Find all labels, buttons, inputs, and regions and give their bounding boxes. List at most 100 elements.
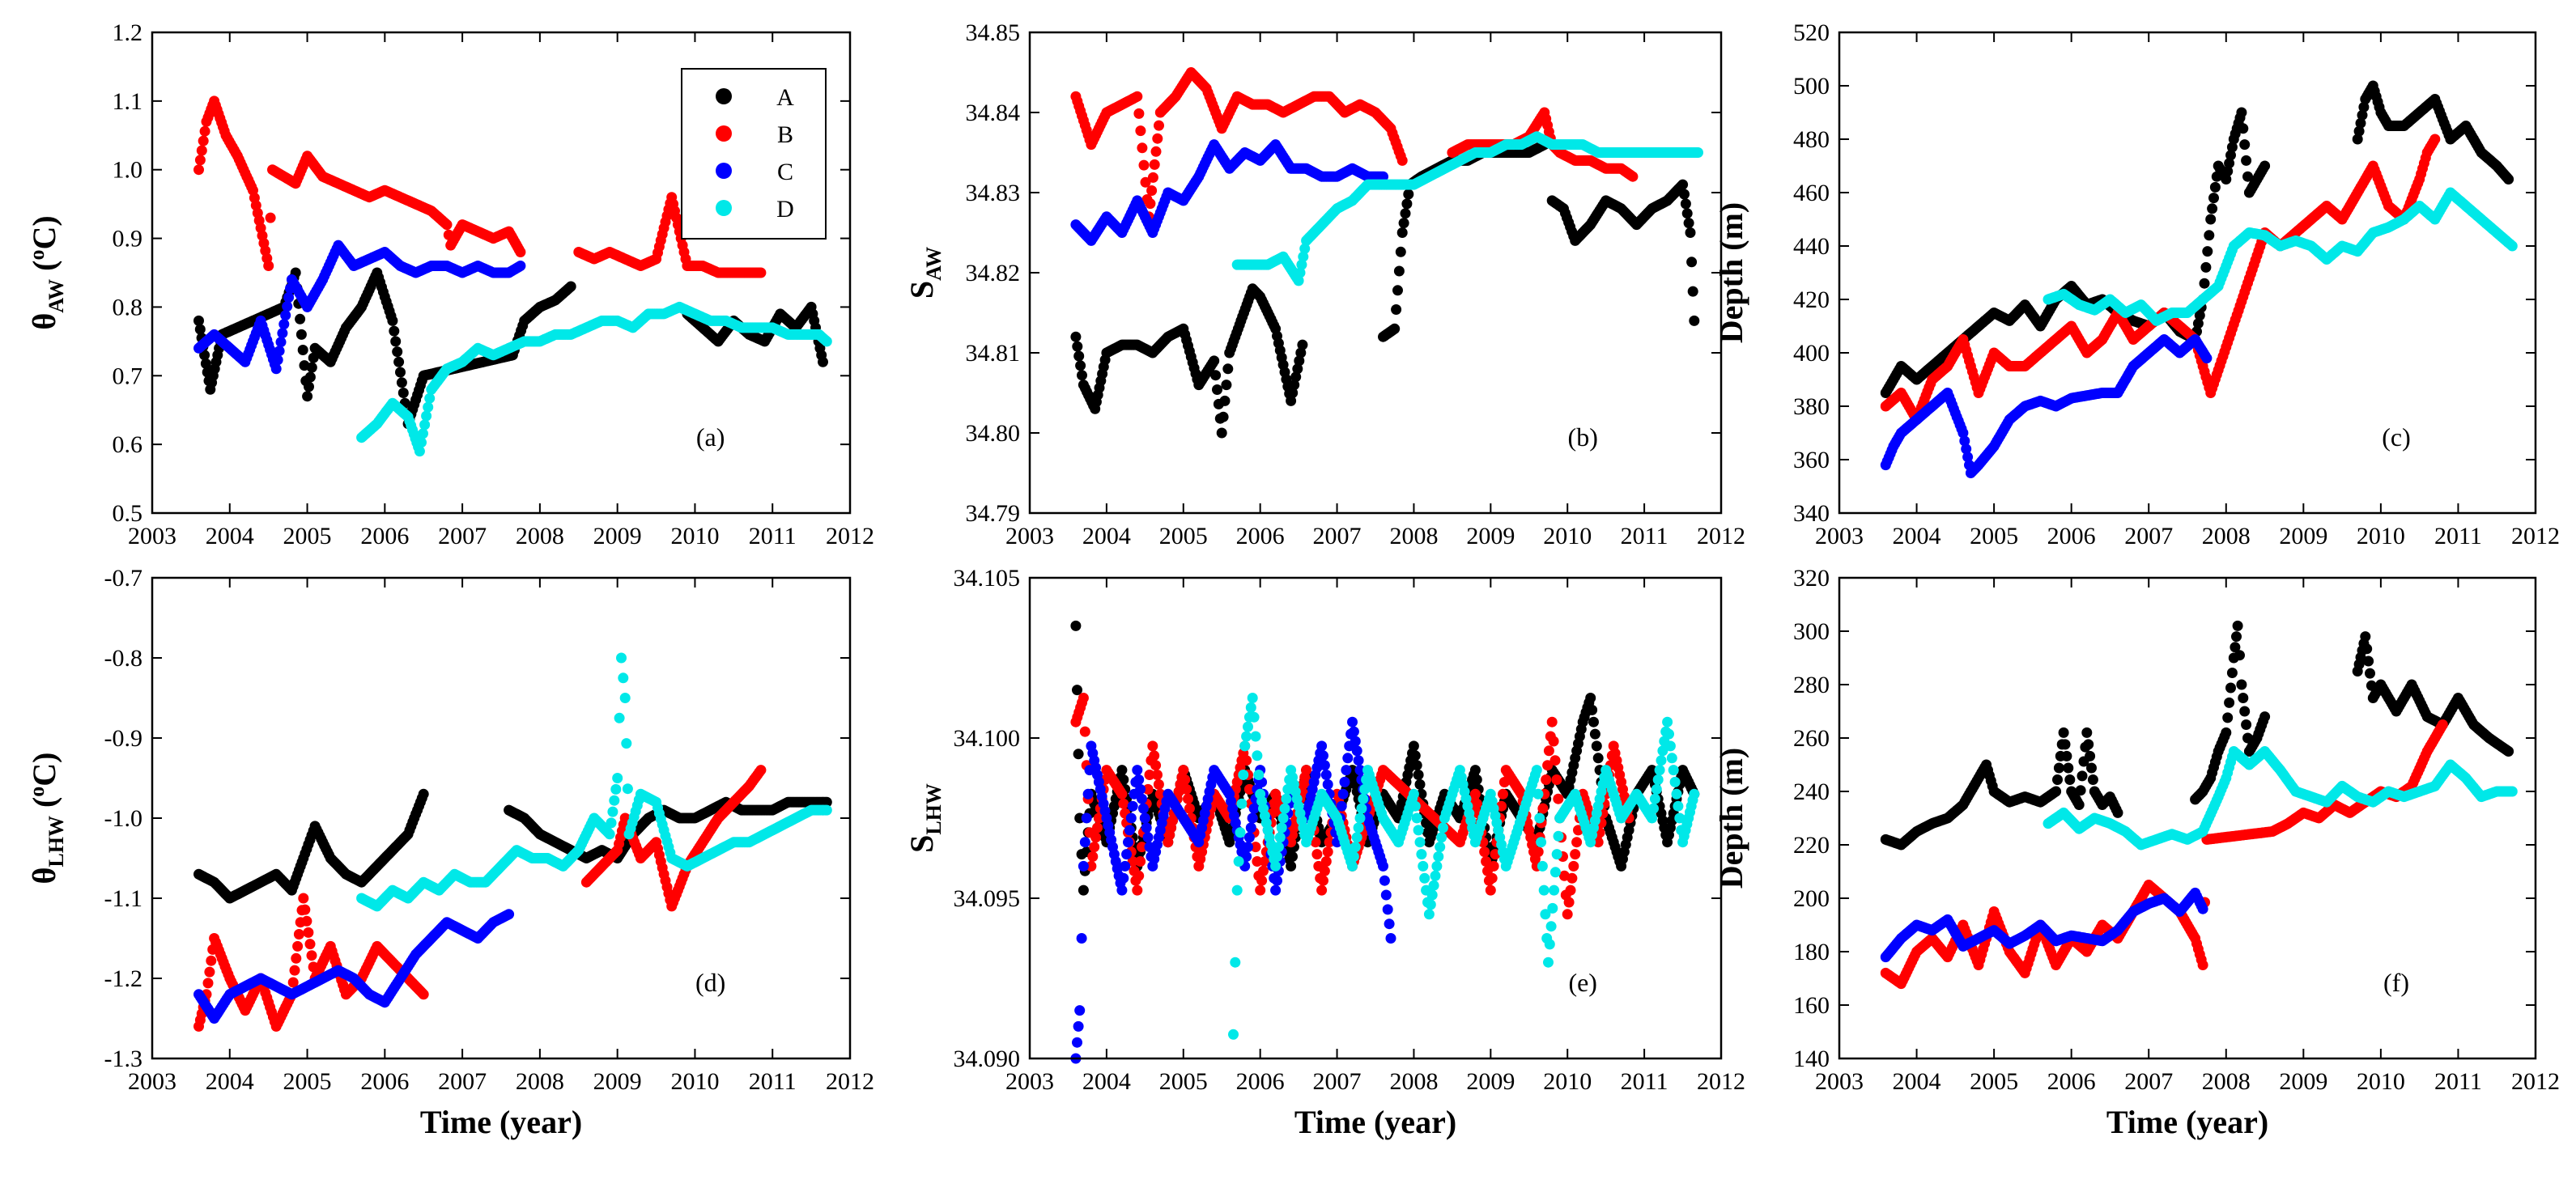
data-point [1149, 159, 1160, 170]
data-point [263, 261, 274, 271]
panel-e: 2003 2004 2005 2006 2007 2008 2009 2010 2011 2012… [903, 565, 1745, 1140]
plot-frame [151, 31, 852, 515]
data-point [199, 125, 210, 137]
y-tick-label: 34.81 [966, 340, 1021, 367]
data-point [1686, 257, 1698, 268]
y-title-main: θ [26, 867, 62, 884]
series-group [193, 652, 832, 1032]
y-tick-label: 400 [1793, 340, 1830, 367]
data-point [1145, 198, 1156, 210]
y-tick-label: 440 [1793, 233, 1830, 260]
x-tick-label: 2010 [670, 1068, 719, 1095]
y-title-main: Depth (m) [1713, 202, 1749, 343]
y-tick-label: 480 [1793, 126, 1830, 153]
data-point [2429, 134, 2441, 145]
y-tick-label: 0.9 [113, 226, 143, 252]
y-tick-label: 34.80 [966, 420, 1021, 447]
data-point [614, 712, 625, 723]
data-point [295, 329, 307, 340]
data-point [2201, 353, 2213, 364]
data-point [2209, 181, 2221, 193]
data-point [1400, 208, 1411, 219]
y-tick-label: 0.5 [113, 500, 143, 527]
data-point [303, 927, 314, 938]
data-point [1295, 347, 1307, 358]
series-C [1880, 334, 2213, 478]
series-A [1546, 179, 1700, 326]
y-axis-title: θLHW (oC) [25, 752, 68, 884]
x-tick-label: 2003 [128, 523, 176, 549]
data-point [277, 328, 288, 339]
x-tick-label: 2009 [2279, 523, 2327, 549]
data-point [2238, 123, 2249, 134]
data-point [1212, 384, 1222, 395]
x-tick-label: 2008 [516, 523, 564, 549]
x-tick-label: 2007 [438, 523, 487, 549]
data-point [609, 795, 620, 806]
data-point [295, 313, 306, 325]
data-point [204, 966, 215, 978]
y-title-sub: LHW [45, 816, 68, 867]
series-group [1070, 67, 1703, 439]
data-point [755, 267, 767, 278]
data-point [1294, 355, 1305, 367]
data-point [298, 893, 309, 904]
data-point [202, 978, 214, 989]
data-point [390, 336, 402, 347]
data-point [194, 324, 206, 335]
series-A [1070, 620, 1700, 896]
y-title-rest: ( [26, 261, 62, 279]
data-point [2204, 230, 2215, 241]
x-tick-label: 2009 [1466, 523, 1515, 549]
x-tick-label: 2006 [360, 1068, 409, 1095]
y-axis-title: SAW [903, 247, 946, 299]
data-point [1677, 179, 1689, 190]
data-point [1687, 286, 1698, 297]
x-tick-label: 2005 [1970, 523, 2018, 549]
data-point [1078, 884, 1089, 896]
y-tick-label: 500 [1793, 73, 1830, 100]
data-point [423, 401, 434, 413]
data-point [418, 989, 429, 1000]
data-point [1286, 395, 1297, 406]
y-axis-title: θAW (oC) [25, 215, 68, 329]
data-point [755, 765, 767, 776]
y-tick-label: 0.6 [113, 431, 143, 458]
x-tick-label: 2008 [2202, 523, 2251, 549]
data-point [282, 301, 293, 312]
data-point [2259, 160, 2271, 172]
data-point [2199, 278, 2210, 289]
x-tick-label: 2006 [2047, 523, 2096, 549]
data-point [196, 145, 207, 156]
x-tick-label: 2004 [1893, 523, 1941, 549]
y-title-main: S [903, 281, 940, 299]
data-point [1218, 411, 1229, 422]
x-tick-label: 2006 [360, 523, 409, 549]
data-point [278, 319, 290, 330]
data-point [1398, 218, 1409, 229]
x-tick-label: 2012 [826, 1068, 874, 1095]
panel-a: 2003 2004 2005 2006 2007 2008 2009 2010 2011 2012… [25, 19, 874, 549]
data-point [1683, 218, 1694, 229]
x-tick-label: 2011 [749, 1068, 797, 1095]
data-point [2506, 240, 2518, 252]
x-tick-label: 2009 [593, 523, 642, 549]
data-point [392, 346, 403, 358]
data-point [424, 392, 436, 404]
data-point [821, 804, 832, 816]
series-D [356, 301, 832, 457]
x-tick-label: 2007 [438, 1068, 487, 1095]
series-B [573, 192, 767, 278]
y-tick-label: 34.79 [966, 500, 1021, 527]
data-point [414, 446, 425, 457]
data-point [1070, 620, 1082, 631]
data-point [612, 773, 623, 783]
y-title-sub: AW [45, 279, 68, 313]
y-tick-label: -0.7 [104, 565, 143, 592]
series-B [1880, 134, 2441, 425]
data-point [291, 952, 302, 964]
data-point [621, 738, 632, 749]
y-tick-label: 380 [1793, 393, 1830, 420]
y-tick-label: 34.84 [966, 100, 1021, 126]
y-title-end: C) [26, 752, 62, 786]
